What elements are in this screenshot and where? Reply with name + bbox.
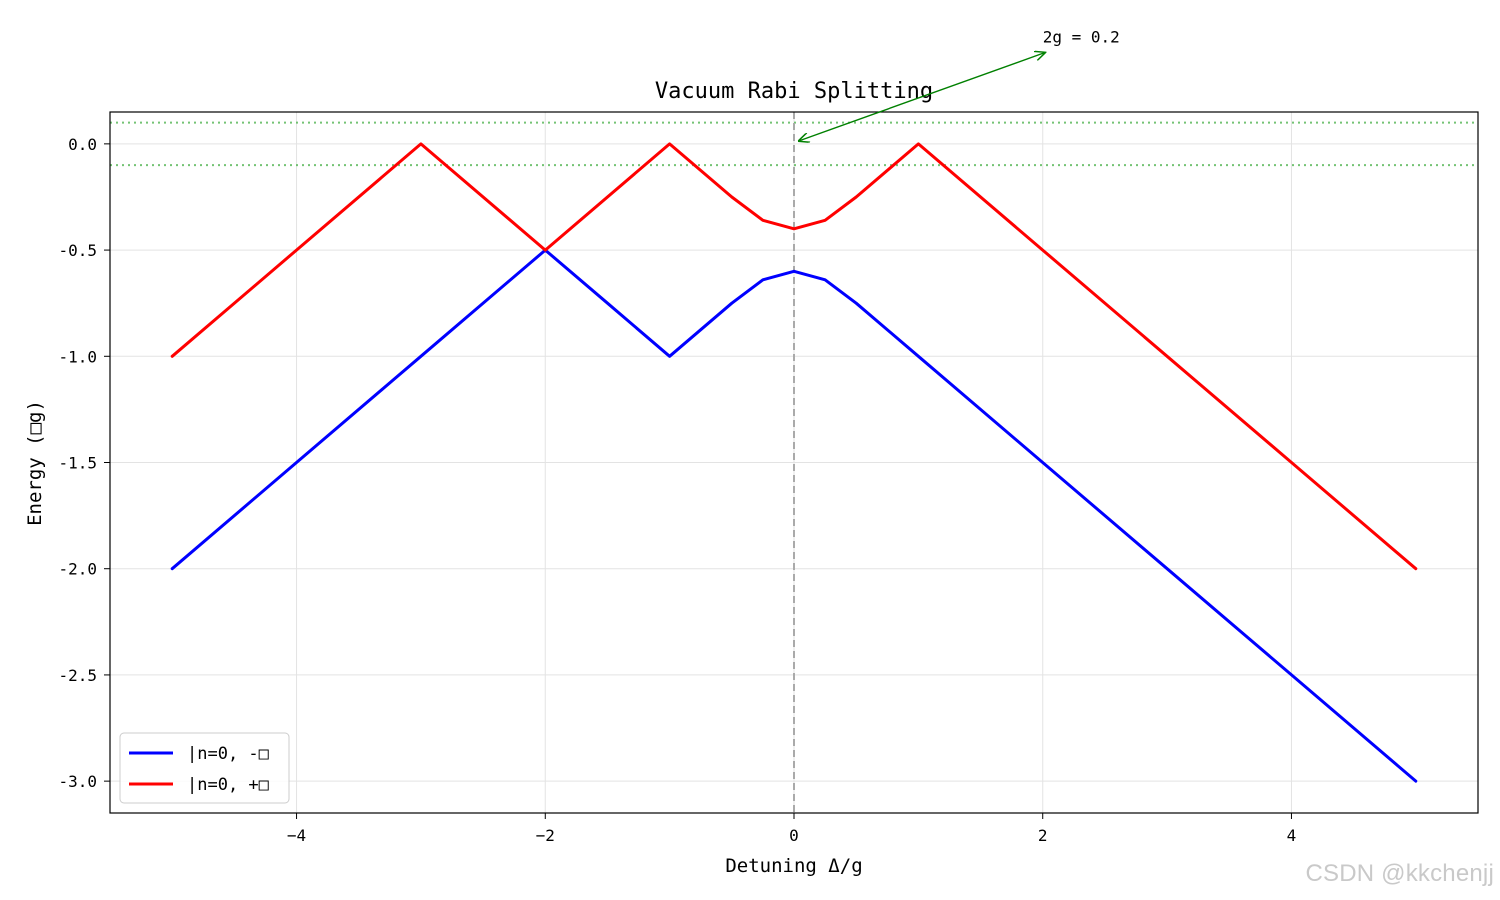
y-tick-label: -3.0 bbox=[58, 772, 97, 791]
y-tick-label: 0.0 bbox=[68, 135, 97, 154]
series-line-1 bbox=[170, 142, 1418, 571]
x-tick-label: 4 bbox=[1287, 826, 1297, 845]
x-tick-label: 0 bbox=[789, 826, 799, 845]
series-lines bbox=[170, 142, 1418, 783]
legend-label-lower: |n=0, -□ bbox=[187, 744, 270, 764]
y-tick-label: -0.5 bbox=[58, 241, 97, 260]
legend-label-upper: |n=0, +□ bbox=[187, 775, 270, 795]
y-tick-label: -1.0 bbox=[58, 347, 97, 366]
x-axis-label: Detuning Δ/g bbox=[725, 855, 862, 877]
annotation-text: 2g = 0.2 bbox=[1043, 28, 1120, 47]
annotation: 2g = 0.2 bbox=[799, 28, 1120, 141]
axis-ticks: −4 −2 0 2 4 0.0 -0.5 -1.0 -1.5 -2.0 -2.5 -3.0 bbox=[58, 135, 1296, 845]
y-tick-label: -2.0 bbox=[58, 560, 97, 579]
x-tick-label: −4 bbox=[287, 826, 306, 845]
series-line-0 bbox=[170, 248, 1418, 783]
y-tick-label: -2.5 bbox=[58, 666, 97, 685]
annotation-arrow bbox=[799, 53, 1045, 141]
x-tick-label: 2 bbox=[1038, 826, 1048, 845]
y-axis-label: Energy (□g) bbox=[24, 400, 46, 526]
legend: |n=0, -□ |n=0, +□ bbox=[119, 732, 290, 804]
watermark: CSDN @kkchenjj bbox=[1305, 860, 1494, 887]
chart-title: Vacuum Rabi Splitting bbox=[655, 79, 933, 104]
y-tick-label: -1.5 bbox=[58, 454, 97, 473]
x-tick-label: −2 bbox=[536, 826, 555, 845]
